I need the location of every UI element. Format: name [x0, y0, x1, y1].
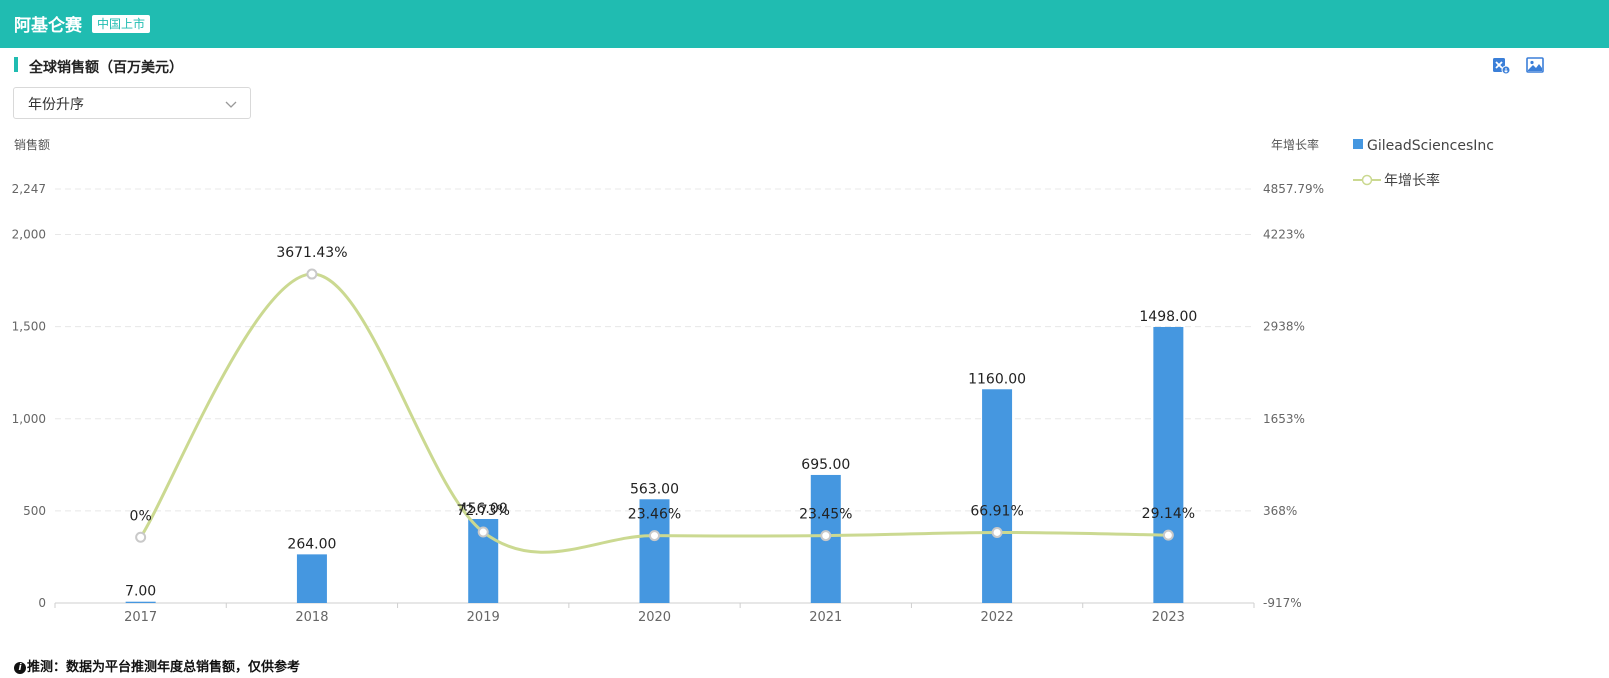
growth-rate-label: 66.91%	[970, 503, 1023, 519]
legend-line-swatch	[1353, 174, 1381, 186]
chevron-down-icon	[224, 96, 238, 115]
left-axis-tick-label: 2,247	[12, 182, 46, 196]
x-axis-tick-label: 2022	[981, 610, 1014, 625]
growth-rate-point	[306, 268, 318, 280]
sales-bar	[125, 601, 156, 603]
section-title: 全球销售额（百万美元）	[29, 60, 183, 76]
growth-rate-label: 29.14%	[1142, 506, 1195, 522]
market-status-badge: 中国上市	[92, 15, 151, 33]
growth-rate-point	[1162, 529, 1174, 541]
growth-rate-label: 72.73%	[457, 503, 510, 519]
bar-value-label: 1160.00	[968, 371, 1026, 387]
growth-rate-point	[991, 526, 1003, 538]
legend-line-label: 年增长率	[1384, 173, 1440, 189]
footnote-prefix: 推测：	[27, 660, 67, 675]
legend-bar-label: GileadSciencesInc	[1367, 138, 1494, 154]
x-axis-tick-label: 2023	[1152, 610, 1185, 625]
legend-bar-swatch	[1353, 139, 1363, 149]
right-axis-tick-label: 4223%	[1263, 228, 1305, 242]
section-accent-bar	[14, 57, 18, 72]
right-axis-title: 年增长率	[1271, 138, 1320, 152]
growth-rate-point	[820, 530, 832, 542]
sales-bar	[468, 518, 499, 603]
bar-value-label: 264.00	[287, 536, 336, 552]
bar-value-label: 456.00	[459, 501, 508, 517]
sales-bar	[810, 474, 841, 603]
legend-item-bar-series[interactable]: GileadSciencesInc	[1353, 138, 1494, 154]
left-axis-tick-label: 2,000	[12, 228, 46, 242]
left-axis-tick-label: 1,500	[12, 320, 46, 334]
sales-bar	[982, 389, 1013, 603]
right-axis-tick-label: 1653%	[1263, 412, 1305, 426]
right-axis-tick-label: 2938%	[1263, 320, 1305, 334]
x-axis-tick-label: 2019	[467, 610, 500, 625]
growth-rate-label: 23.45%	[799, 507, 852, 523]
x-axis-tick-label: 2021	[809, 610, 842, 625]
x-axis-tick-label: 2020	[638, 610, 671, 625]
bar-value-label: 695.00	[801, 457, 850, 473]
right-axis-tick-label: 4857.79%	[1263, 182, 1324, 196]
growth-rate-label: 23.46%	[628, 507, 681, 523]
image-download-icon[interactable]	[1525, 55, 1545, 75]
excel-export-icon[interactable]	[1491, 55, 1511, 75]
left-axis-tick-label: 500	[23, 504, 46, 518]
growth-rate-label: 0%	[130, 508, 152, 524]
growth-rate-point	[649, 530, 660, 542]
header-bar: 阿基仑赛 中国上市	[0, 0, 1609, 48]
x-axis-tick-label: 2017	[124, 610, 157, 625]
sales-bar	[639, 499, 670, 603]
bar-value-label: 7.00	[125, 584, 156, 600]
drug-name: 阿基仑赛	[14, 16, 82, 36]
footnote-text: 数据为平台推测年度总销售额，仅供参考	[66, 660, 301, 675]
right-axis-tick-label: -917%	[1263, 596, 1302, 610]
growth-rate-point	[135, 531, 147, 543]
left-axis-tick-label: 0	[38, 596, 46, 610]
x-axis-tick-label: 2018	[295, 610, 328, 625]
growth-rate-label: 3671.43%	[276, 245, 347, 261]
bar-value-label: 563.00	[630, 481, 679, 497]
left-axis-tick-label: 1,000	[12, 412, 46, 426]
left-axis-title: 销售额	[14, 138, 51, 152]
sort-order-dropdown[interactable]: 年份升序	[13, 87, 251, 119]
growth-rate-point	[477, 526, 489, 538]
growth-rate-line	[139, 272, 1169, 554]
footnote: i 推测：数据为平台推测年度总销售额，仅供参考	[14, 656, 300, 675]
legend-item-line-series[interactable]: 年增长率	[1353, 170, 1440, 190]
right-axis-tick-label: 368%	[1263, 504, 1297, 518]
sales-bar	[1153, 327, 1184, 603]
sales-bar	[296, 554, 327, 603]
info-icon: i	[14, 662, 26, 674]
bar-value-label: 1498.00	[1139, 309, 1197, 325]
sort-selected-value: 年份升序	[28, 97, 84, 113]
